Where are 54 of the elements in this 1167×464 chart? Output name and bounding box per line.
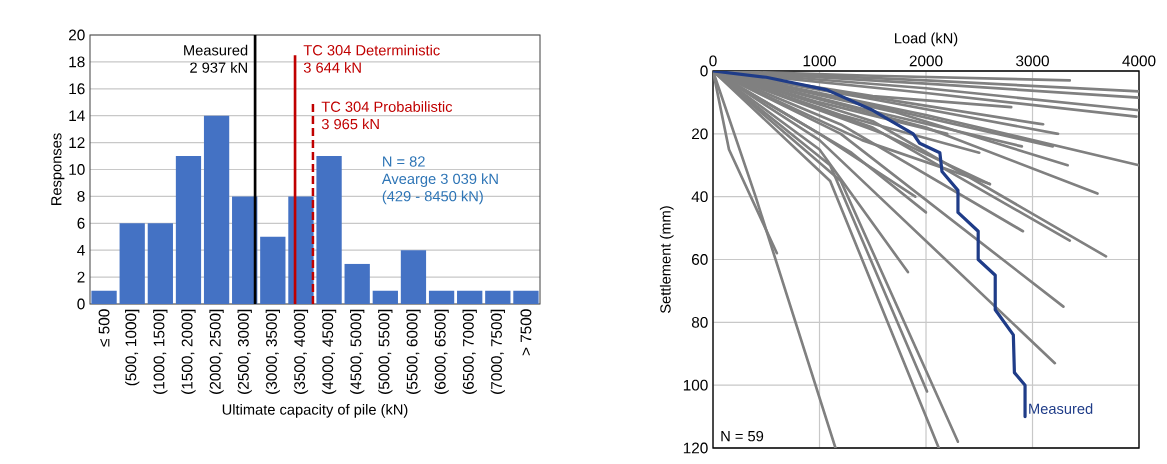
x-tick-label: (5000, 5500] <box>378 309 393 394</box>
y-tick-label: 0 <box>77 298 85 310</box>
annotation: Avearge 3 039 kN <box>381 173 498 187</box>
y-tick-label: 20 <box>692 128 708 140</box>
x-tick-label: (4000, 4500] <box>321 309 337 394</box>
x-tick-label: (2000, 2500] <box>209 309 224 394</box>
x-tick-label: 3000 <box>1016 55 1049 67</box>
annotation: N = 59 <box>721 430 764 442</box>
y-tick-label: 4 <box>77 244 85 256</box>
y-tick-label: 100 <box>683 379 708 391</box>
annotation: 3 965 kN <box>321 118 379 130</box>
y-axis-title: Settlement (mm) <box>659 206 674 314</box>
x-tick-label: 4000 <box>1122 55 1156 67</box>
y-tick-label: 6 <box>77 217 85 229</box>
x-tick-label: (3500, 4000] <box>293 309 309 394</box>
x-tick-label: (5500, 6000] <box>406 309 421 394</box>
x-tick-label: 1000 <box>803 55 836 67</box>
y-tick-label: 120 <box>683 442 708 454</box>
x-tick-label: (6000, 6500] <box>434 309 449 394</box>
x-tick-label: (1500, 2000] <box>181 309 196 394</box>
y-tick-label: 16 <box>69 83 85 95</box>
y-tick-label: 2 <box>77 271 85 283</box>
annotation: (429 - 8450 kN) <box>382 190 483 205</box>
x-axis-title: Ultimate capacity of pile (kN) <box>222 403 408 418</box>
x-axis-title: Load (kN) <box>895 32 958 47</box>
annotation: N = 82 <box>383 156 425 167</box>
annotation: 3 644 kN <box>303 62 361 73</box>
x-tick-label: 2000 <box>909 55 943 67</box>
y-tick-label: 0 <box>700 65 708 77</box>
x-tick-label: 0 <box>709 55 717 67</box>
x-tick-label: (7000, 7500] <box>490 309 505 394</box>
x-tick-label: (1000, 1500] <box>153 309 168 394</box>
annotation: 2 937 kN <box>190 62 247 73</box>
x-tick-label: (2500, 3000] <box>237 309 252 394</box>
y-tick-label: 40 <box>691 191 708 203</box>
x-tick-label: ≤ 500 <box>98 309 110 347</box>
ref-line-label: Measured <box>184 44 248 56</box>
ref-line-label: TC 304 Deterministic <box>303 44 440 56</box>
y-tick-label: 80 <box>691 316 708 328</box>
x-tick-label: (4500, 5000] <box>350 309 365 394</box>
x-tick-label: (500, 1000] <box>125 309 140 386</box>
y-axis-title: Responses <box>51 133 65 205</box>
y-tick-label: 12 <box>69 137 85 148</box>
y-tick-label: 8 <box>77 190 85 202</box>
x-tick-label: > 7500 <box>520 309 532 356</box>
y-tick-label: 10 <box>69 164 85 175</box>
y-tick-label: 14 <box>69 110 85 121</box>
x-tick-label: (6500, 7000] <box>462 309 477 394</box>
y-tick-label: 60 <box>692 254 708 265</box>
y-tick-label: 20 <box>69 29 85 41</box>
ref-line-label: TC 304 Probabilistic <box>321 101 453 112</box>
x-tick-label: (3000, 3500] <box>265 309 280 394</box>
series-label: Measured <box>1029 403 1093 414</box>
y-tick-label: 18 <box>69 56 85 68</box>
